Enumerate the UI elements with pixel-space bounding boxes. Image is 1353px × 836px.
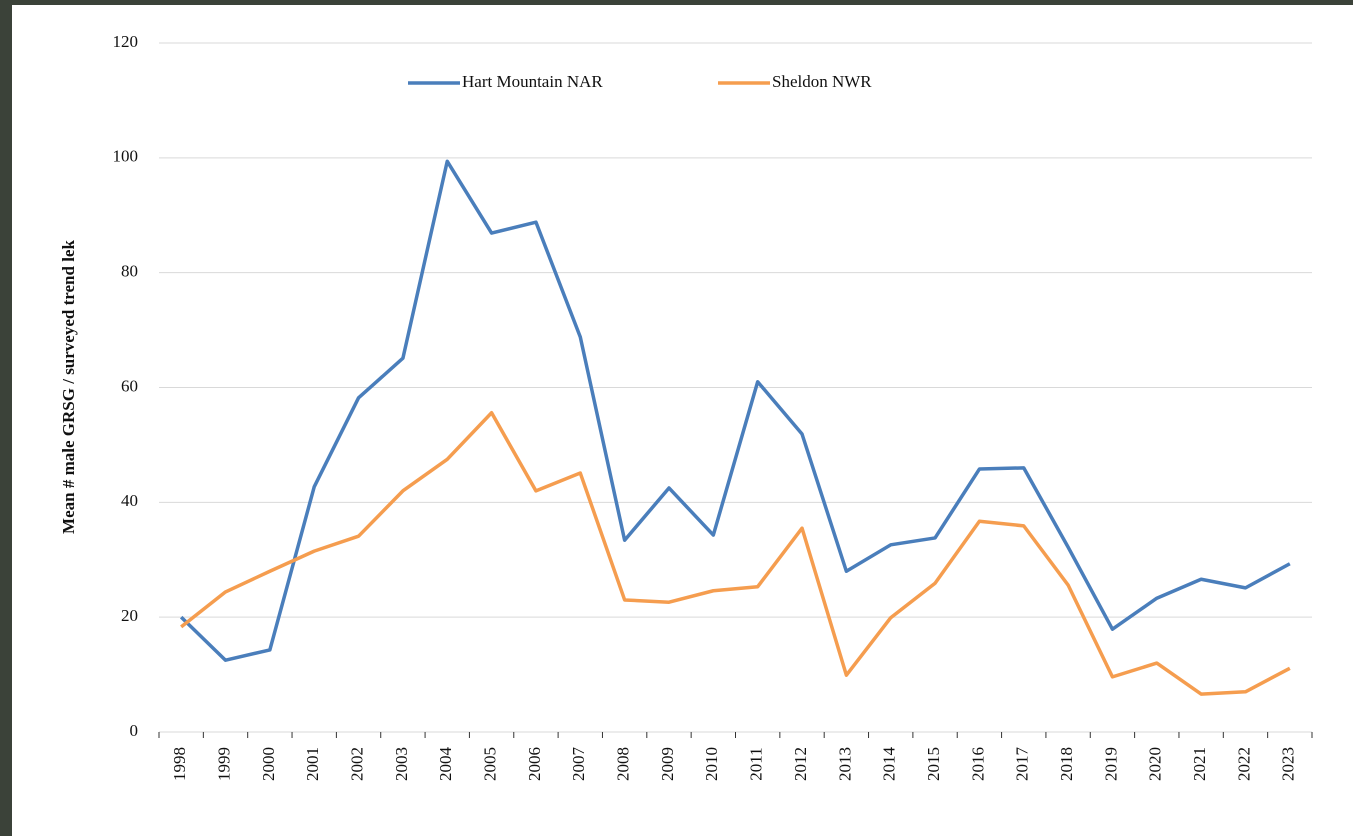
chart-background: [12, 5, 1353, 836]
y-tick-label: 100: [113, 147, 139, 166]
x-tick-label: 2023: [1279, 747, 1298, 781]
x-tick-label: 2013: [835, 747, 854, 781]
x-tick-label: 2003: [392, 747, 411, 781]
x-tick-label: 2022: [1234, 747, 1253, 781]
x-tick-label: 2002: [347, 747, 366, 781]
x-tick-label: 2008: [614, 747, 633, 781]
x-tick-label: 2007: [569, 747, 588, 782]
y-tick-label: 120: [113, 32, 139, 51]
legend-label: Hart Mountain NAR: [462, 72, 603, 91]
x-tick-label: 1998: [170, 747, 189, 781]
legend-label: Sheldon NWR: [772, 72, 872, 91]
y-tick-label: 20: [121, 606, 138, 625]
x-tick-label: 2021: [1190, 747, 1209, 781]
x-tick-label: 2009: [658, 747, 677, 781]
x-tick-label: 2014: [880, 747, 899, 782]
x-tick-label: 2010: [702, 747, 721, 781]
x-tick-label: 2005: [481, 747, 500, 781]
page: {"chart_data": {"type": "line", "y_label…: [0, 0, 1353, 836]
y-tick-label: 40: [121, 491, 138, 510]
chart: Mean # male GRSG / surveyed trend lek 0 2…: [0, 0, 1353, 836]
x-tick-label: 2011: [747, 747, 766, 780]
x-tick-label: 2001: [303, 747, 322, 781]
x-tick-label: 1999: [214, 747, 233, 781]
y-tick-label: 0: [130, 721, 139, 740]
x-tick-label: 2018: [1057, 747, 1076, 781]
y-tick-label: 80: [121, 262, 138, 281]
x-tick-label: 2016: [968, 747, 987, 781]
x-tick-label: 2020: [1146, 747, 1165, 781]
y-tick-label: 60: [121, 376, 138, 395]
x-tick-label: 2012: [791, 747, 810, 781]
x-tick-label: 2015: [924, 747, 943, 781]
x-tick-label: 2017: [1013, 747, 1032, 782]
x-tick-label: 2000: [259, 747, 278, 781]
x-tick-label: 2006: [525, 747, 544, 781]
y-axis-label: Mean # male GRSG / surveyed trend lek: [59, 240, 78, 534]
x-tick-label: 2004: [436, 747, 455, 782]
x-tick-label: 2019: [1101, 747, 1120, 781]
